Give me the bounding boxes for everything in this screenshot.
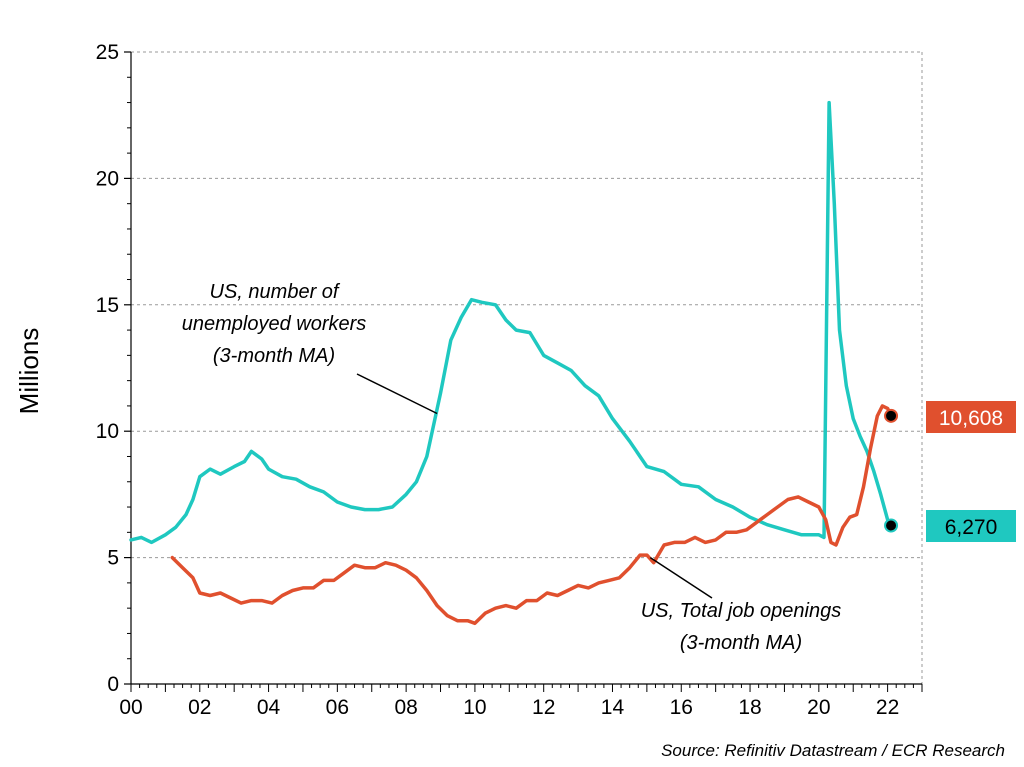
x-tick-label: 20	[807, 696, 830, 719]
unemployed-end-marker	[884, 518, 899, 533]
x-tick-label: 08	[394, 696, 417, 719]
end-labels: 10,608 6,270	[884, 401, 1016, 542]
x-tick-label: 06	[326, 696, 349, 719]
x-tick-label: 22	[876, 696, 899, 719]
x-tick-label: 00	[119, 696, 142, 719]
source-note: Source: Refinitiv Datastream / ECR Resea…	[661, 741, 1005, 760]
y-axis-ticks: 0 5 10 15 20 25	[96, 41, 131, 696]
annotation-job-openings-text: (3-month MA)	[680, 632, 802, 654]
y-tick-label: 15	[96, 294, 119, 317]
annotation-unemployed-text: US, number of	[210, 281, 341, 303]
unemployed-value-box	[926, 510, 1016, 542]
x-tick-label: 14	[601, 696, 625, 719]
annotation-job-openings-leader	[649, 556, 713, 599]
annotation-unemployed-text: unemployed workers	[182, 313, 367, 335]
annotations: US, number of unemployed workers (3-month …	[182, 281, 842, 654]
x-tick-label: 18	[738, 696, 761, 719]
y-tick-label: 0	[107, 673, 119, 696]
x-axis-ticks: 00 02 04 06 08 10 12 14 16 18 20 22	[119, 684, 923, 719]
y-tick-label: 5	[107, 547, 119, 570]
x-tick-label: 04	[257, 696, 281, 719]
axes	[130, 52, 922, 685]
y-axis-label: Millions	[14, 328, 44, 415]
annotation-unemployed-leader	[356, 373, 438, 415]
x-tick-label: 16	[670, 696, 693, 719]
y-tick-label: 10	[96, 420, 119, 443]
job-openings-value-box	[926, 401, 1016, 433]
series-lines	[129, 100, 893, 626]
job-openings-value-label: 10,608	[939, 407, 1003, 430]
x-tick-label: 02	[188, 696, 211, 719]
unemployed-value-label: 6,270	[945, 516, 998, 539]
y-tick-label: 20	[96, 167, 119, 190]
y-tick-label: 25	[96, 41, 119, 64]
series-line-unemployed	[129, 100, 893, 545]
annotation-unemployed-text: (3-month MA)	[213, 345, 335, 367]
annotation-job-openings-text: US, Total job openings	[641, 600, 842, 622]
series-line-job-openings	[170, 404, 893, 626]
x-tick-label: 10	[463, 696, 486, 719]
gridlines	[131, 51, 923, 684]
job-openings-end-marker	[884, 408, 899, 423]
x-tick-label: 12	[532, 696, 555, 719]
